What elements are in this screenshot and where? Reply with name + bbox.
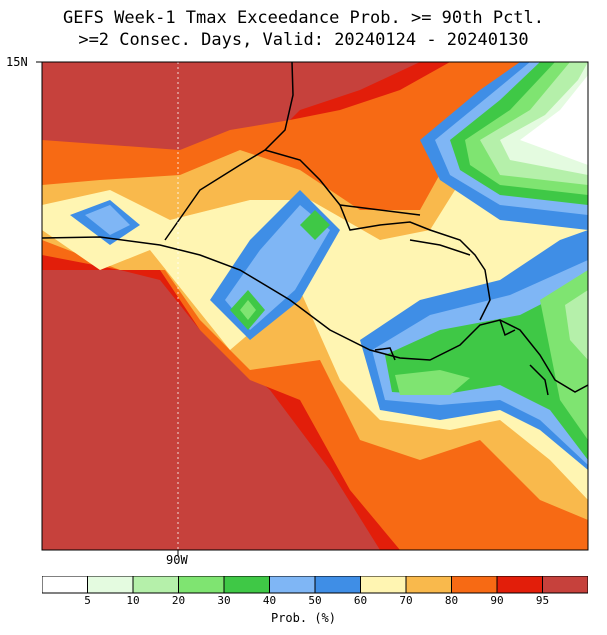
colorbar-tick-label: 10 [126,594,140,607]
colorbar [42,576,588,594]
prob-40-50-region [85,205,130,235]
colorbar-title: Prob. (%) [270,611,337,625]
colorbar-swatch [223,576,270,594]
colorbar-swatch [360,576,407,594]
prob-below-5-region [520,75,588,165]
latitude-label: 15N [6,55,28,69]
longitude-label: 90W [166,553,188,567]
colorbar-tick-label: 95 [535,594,550,607]
prob-20-30-region [395,370,470,395]
colorbar-tick-label: 20 [171,594,186,607]
colorbar-tick-label: 80 [444,594,459,607]
colorbar-swatch [314,576,361,594]
colorbar-swatch [87,576,134,594]
colorbar-tick-label: 50 [308,594,322,607]
colorbar-swatch [132,576,179,594]
colorbar-tick-label: 40 [262,594,277,607]
prob-30-40-region [385,280,588,460]
colorbar-swatch [542,576,588,594]
colorbar-tick-label: 60 [353,594,368,607]
colorbar-swatch [451,576,498,594]
colorbar-tick-label: 5 [84,594,91,607]
map-frame [41,61,589,551]
map-subtitle: >=2 Consec. Days, Valid: 20240124 - 2024… [78,30,529,50]
colorbar-swatch [42,576,88,594]
coastline [42,62,588,396]
map-title: GEFS Week-1 Tmax Exceedance Prob. >= 90t… [62,8,545,28]
colorbar-swatch [496,576,543,594]
prob-30-40-region [300,210,330,240]
colorbar-tick-label: 30 [217,594,231,607]
colorbar-swatch [269,576,316,594]
colorbar-swatch [405,576,452,594]
colorbar-tick-label: 70 [399,594,413,607]
colorbar-tick-label: 90 [490,594,504,607]
colorbar-swatch [178,576,225,594]
prob-20-30-region [240,300,256,320]
prob-10-20-region [565,290,588,360]
